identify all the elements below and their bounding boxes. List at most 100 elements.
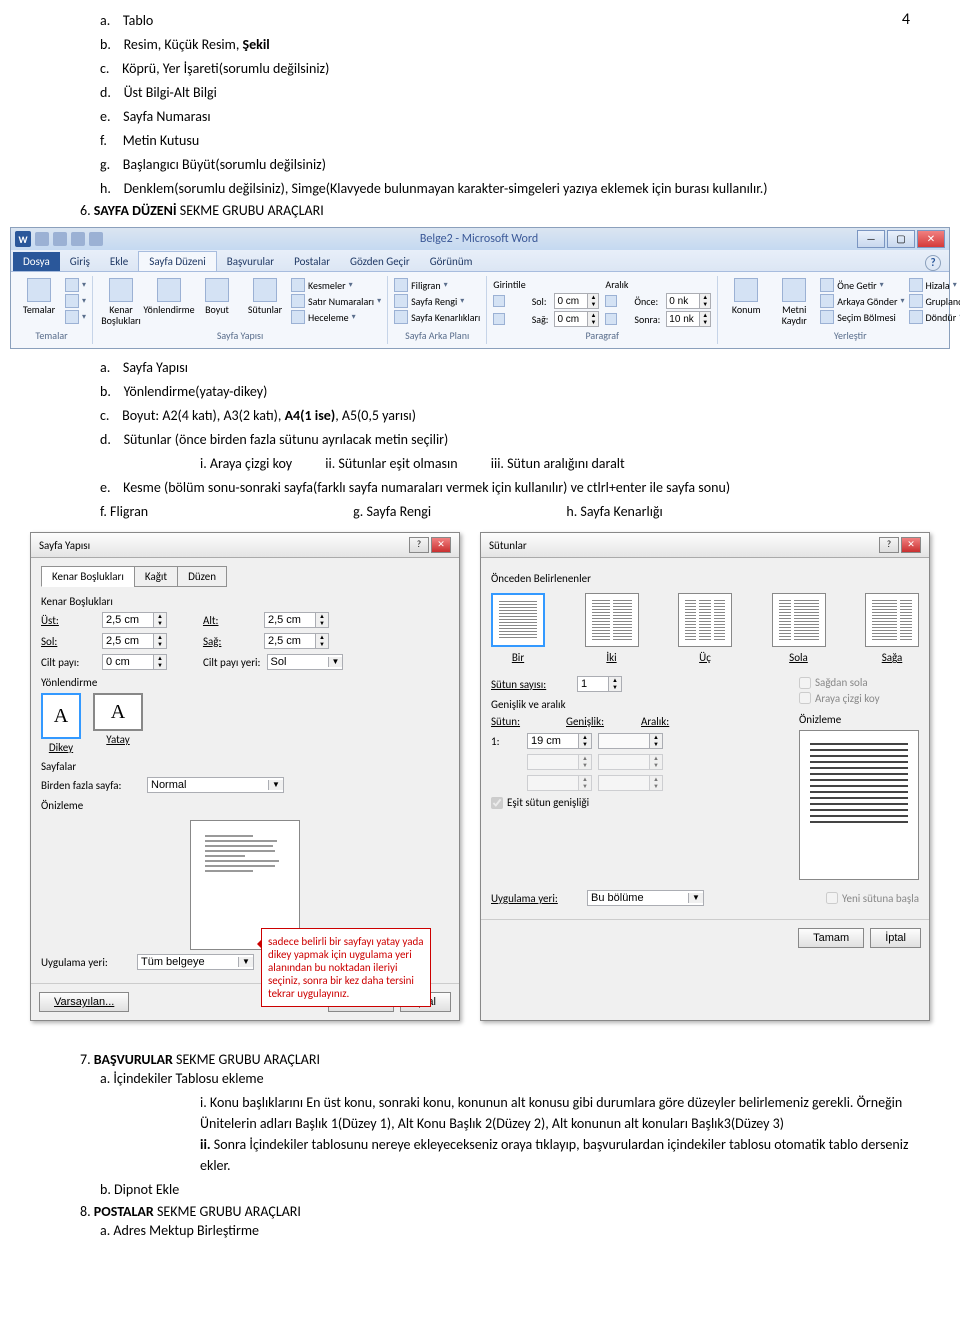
sub-a: a. Sayfa Yapısı [100, 357, 920, 378]
tab-review[interactable]: Gözden Geçir [340, 252, 420, 271]
bring-forward-button[interactable]: Öne Getir [820, 278, 904, 292]
hyphenation-button[interactable]: Heceleme [291, 310, 381, 324]
tab-file[interactable]: Dosya [13, 252, 60, 271]
watermark-button[interactable]: Filigran [394, 278, 480, 292]
group-paragraph: Girintile Aralık Sol: ▲▼ Önce: ▲▼ Sağ: ▲… [487, 276, 718, 344]
minimize-button[interactable]: — [857, 230, 885, 248]
new-column-check[interactable]: Yeni sütuna başla [826, 892, 919, 905]
page-number: 4 [902, 10, 910, 29]
dialogs-row: Sayfa Yapısı ?✕ Kenar Boşlukları Kağıt D… [30, 532, 930, 1021]
themes-button[interactable]: Temalar [17, 278, 61, 315]
size-button[interactable]: Boyut [195, 278, 239, 315]
orientation-button[interactable]: Yönlendirme [147, 278, 191, 315]
gutter-input[interactable]: ▲▼ [102, 654, 167, 670]
tab-insert[interactable]: Ekle [100, 252, 138, 271]
top-margin-input[interactable]: ▲▼ [102, 612, 167, 628]
item-g: g. Başlangıcı Büyüt(sorumlu değilsiniz) [100, 154, 920, 175]
space-before-input[interactable]: ▲▼ [666, 293, 711, 309]
rotate-button[interactable]: Döndür [909, 310, 960, 324]
preset-one[interactable]: Bir [491, 593, 545, 664]
page-borders-button[interactable]: Sayfa Kenarlıkları [394, 310, 480, 324]
tab-layout-dlg[interactable]: Düzen [177, 566, 227, 587]
left-margin-input[interactable]: ▲▼ [102, 633, 167, 649]
close-button[interactable]: ✕ [917, 230, 945, 248]
col-gap-input[interactable]: ▲▼ [598, 733, 663, 749]
apply-to-combo[interactable]: ▼ [587, 890, 704, 906]
sub-d-options: i. Araya çizgi koy ii. Sütunlar eşit olm… [200, 453, 920, 474]
sub8-a: a. Adres Mektup Birleştirme [100, 1220, 920, 1241]
dialog-close-button[interactable]: ✕ [901, 537, 921, 553]
preset-right[interactable]: Sağa [865, 593, 919, 664]
tab-home[interactable]: Giriş [60, 252, 100, 271]
item-f: f. Metin Kutusu [100, 130, 920, 151]
group-themes: Temalar Temalar [11, 276, 93, 344]
page-color-button[interactable]: Sayfa Rengi [394, 294, 480, 308]
dialog-close-button[interactable]: ✕ [431, 537, 451, 553]
cancel-button[interactable]: İptal [870, 928, 921, 948]
group-button[interactable]: Gruplandır [909, 294, 960, 308]
sublist-7: a. İçindekiler Tablosu ekleme i. Konu ba… [100, 1068, 920, 1200]
landscape-button[interactable]: AYatay [93, 693, 143, 754]
theme-fonts[interactable] [65, 294, 86, 308]
tab-references[interactable]: Başvurular [217, 252, 284, 271]
bottom-margin-input[interactable]: ▲▼ [264, 612, 329, 628]
dialog-help-icon[interactable]: ? [879, 537, 899, 553]
group-page-background: Filigran Sayfa Rengi Sayfa Kenarlıkları … [388, 276, 487, 344]
item-d: d. Üst Bilgi-Alt Bilgi [100, 82, 920, 103]
portrait-button[interactable]: ADikey [41, 693, 81, 754]
item-8: 8. POSTALAR SEKME GRUBU ARAÇLARI [80, 1203, 920, 1220]
wrap-text-button[interactable]: Metni Kaydır [772, 278, 816, 326]
columns-dialog: Sütunlar ?✕ Önceden Belirlenenler Bir İk… [480, 532, 930, 1021]
indent-right-icon [493, 313, 505, 325]
sub-c: c. Boyut: A2(4 katı), A3(2 katı), A4(1 i… [100, 405, 920, 426]
help-icon[interactable]: ? [925, 255, 941, 271]
tab-margins[interactable]: Kenar Boşlukları [41, 566, 135, 587]
dialog-title: Sütunlar [489, 539, 879, 552]
item-6: 6. SAYFA DÜZENİ SEKME GRUBU ARAÇLARI [80, 202, 920, 219]
tab-mailings[interactable]: Postalar [284, 252, 340, 271]
defaults-button[interactable]: Varsayılan... [39, 992, 129, 1012]
indent-left-input[interactable]: ▲▼ [554, 293, 599, 309]
titlebar: W Belge2 - Microsoft Word — ▢ ✕ [11, 228, 949, 250]
col-width-input[interactable]: ▲▼ [527, 733, 592, 749]
theme-effects[interactable] [65, 310, 86, 324]
apply-to-combo[interactable]: ▼ [137, 954, 254, 970]
align-button[interactable]: Hizala [909, 278, 960, 292]
equal-width-check[interactable]: Eşit sütun genişliği [491, 796, 589, 809]
tab-layout[interactable]: Sayfa Düzeni [138, 251, 216, 271]
selection-pane-button[interactable]: Seçim Bölmesi [820, 310, 904, 324]
dialog-title: Sayfa Yapısı [39, 539, 409, 552]
sublist-8: a. Adres Mektup Birleştirme [100, 1220, 920, 1241]
preset-left[interactable]: Sola [772, 593, 826, 664]
space-after-input[interactable]: ▲▼ [666, 311, 711, 327]
item-h: h. Denklem(sorumlu değilsiniz), Simge(Kl… [100, 178, 920, 199]
maximize-button[interactable]: ▢ [887, 230, 915, 248]
space-after-icon [605, 313, 617, 325]
tab-view[interactable]: Görünüm [420, 252, 483, 271]
indent-left-icon [493, 295, 505, 307]
line-between-check[interactable]: Araya çizgi koy [799, 692, 880, 705]
send-backward-button[interactable]: Arkaya Gönder [820, 294, 904, 308]
column-count-input[interactable]: ▲▼ [577, 676, 622, 692]
window-title: Belge2 - Microsoft Word [103, 232, 855, 246]
preset-two[interactable]: İki [585, 593, 639, 664]
columns-button[interactable]: Sütunlar [243, 278, 287, 315]
ribbon-body: Temalar Temalar Kenar Boşlukları Yönlend… [11, 272, 949, 348]
multi-pages-combo[interactable]: ▼ [147, 777, 284, 793]
sub7-b: b. Dipnot Ekle [100, 1179, 920, 1200]
right-margin-input[interactable]: ▲▼ [264, 633, 329, 649]
indent-right-input[interactable]: ▲▼ [554, 311, 599, 327]
sub-b: b. Yönlendirme(yatay-dikey) [100, 381, 920, 402]
rtl-check[interactable]: Sağdan sola [799, 676, 868, 689]
margins-button[interactable]: Kenar Boşlukları [99, 278, 143, 326]
line-numbers-button[interactable]: Satır Numaraları [291, 294, 381, 308]
position-button[interactable]: Konum [724, 278, 768, 315]
dialog-help-icon[interactable]: ? [409, 537, 429, 553]
item-e: e. Sayfa Numarası [100, 106, 920, 127]
gutter-pos-combo[interactable]: ▼ [267, 654, 344, 670]
tab-paper[interactable]: Kağıt [134, 566, 178, 587]
preset-three[interactable]: Üç [678, 593, 732, 664]
ok-button[interactable]: Tamam [798, 928, 864, 948]
breaks-button[interactable]: Kesmeler [291, 278, 381, 292]
theme-colors[interactable] [65, 278, 86, 292]
